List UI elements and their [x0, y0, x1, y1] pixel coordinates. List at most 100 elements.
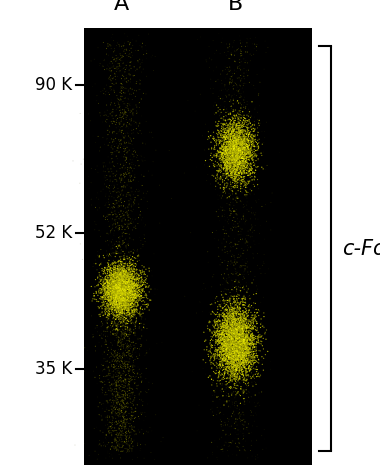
Point	[120, 52, 126, 60]
Point	[234, 172, 241, 179]
Point	[124, 272, 130, 279]
Point	[113, 284, 119, 292]
Point	[261, 435, 268, 443]
Point	[118, 288, 124, 296]
Point	[101, 112, 107, 119]
Point	[268, 226, 274, 234]
Point	[246, 169, 252, 177]
Point	[120, 273, 126, 280]
Point	[239, 178, 245, 186]
Point	[119, 293, 125, 301]
Point	[111, 273, 117, 280]
Point	[235, 160, 241, 168]
Point	[229, 259, 235, 267]
Point	[230, 317, 236, 325]
Point	[108, 321, 114, 329]
Point	[116, 301, 122, 309]
Point	[93, 282, 100, 290]
Point	[223, 154, 229, 162]
Point	[252, 323, 258, 330]
Point	[102, 381, 108, 388]
Point	[121, 368, 127, 376]
Point	[129, 236, 135, 244]
Point	[105, 272, 111, 280]
Point	[239, 374, 245, 381]
Point	[225, 331, 231, 339]
Point	[131, 291, 137, 299]
Point	[229, 129, 235, 137]
Point	[246, 318, 252, 326]
Point	[241, 330, 247, 337]
Point	[138, 378, 144, 385]
Point	[133, 225, 139, 232]
Point	[110, 311, 116, 319]
Point	[254, 352, 260, 359]
Point	[243, 136, 249, 144]
Point	[255, 142, 261, 150]
Point	[228, 341, 234, 348]
Point	[230, 310, 236, 318]
Point	[111, 287, 117, 295]
Point	[239, 84, 245, 92]
Point	[228, 150, 234, 158]
Point	[122, 151, 128, 158]
Point	[113, 388, 119, 396]
Point	[121, 404, 127, 412]
Point	[112, 337, 118, 344]
Point	[132, 260, 138, 267]
Point	[109, 280, 116, 287]
Point	[230, 150, 236, 157]
Point	[240, 310, 246, 317]
Point	[230, 152, 236, 159]
Point	[130, 246, 136, 253]
Point	[152, 285, 158, 293]
Point	[222, 356, 228, 364]
Point	[220, 330, 226, 337]
Point	[225, 357, 231, 365]
Point	[223, 183, 229, 191]
Point	[112, 295, 119, 303]
Point	[123, 140, 129, 147]
Text: A: A	[114, 0, 129, 14]
Point	[232, 319, 238, 326]
Point	[238, 326, 244, 334]
Point	[233, 165, 239, 173]
Point	[120, 294, 126, 302]
Point	[124, 285, 130, 293]
Point	[218, 371, 224, 379]
Point	[124, 326, 130, 333]
Point	[220, 185, 226, 192]
Point	[120, 439, 127, 447]
Point	[233, 335, 239, 343]
Point	[111, 137, 117, 145]
Point	[112, 434, 118, 442]
Point	[224, 337, 230, 345]
Point	[235, 362, 241, 369]
Point	[121, 286, 127, 293]
Point	[255, 335, 261, 342]
Point	[245, 367, 251, 375]
Point	[240, 339, 246, 346]
Point	[103, 332, 109, 340]
Point	[123, 279, 129, 287]
Point	[230, 349, 236, 357]
Point	[109, 283, 116, 291]
Point	[116, 279, 122, 287]
Point	[233, 336, 239, 344]
Point	[250, 336, 256, 344]
Point	[237, 149, 243, 156]
Point	[226, 147, 233, 155]
Point	[236, 146, 242, 153]
Point	[244, 143, 250, 151]
Point	[244, 330, 250, 338]
Point	[228, 328, 234, 336]
Point	[251, 118, 257, 125]
Point	[121, 238, 127, 246]
Point	[238, 359, 244, 366]
Point	[225, 159, 231, 167]
Point	[240, 335, 246, 343]
Point	[257, 222, 263, 229]
Point	[236, 136, 242, 143]
Point	[215, 153, 221, 160]
Point	[234, 356, 241, 363]
